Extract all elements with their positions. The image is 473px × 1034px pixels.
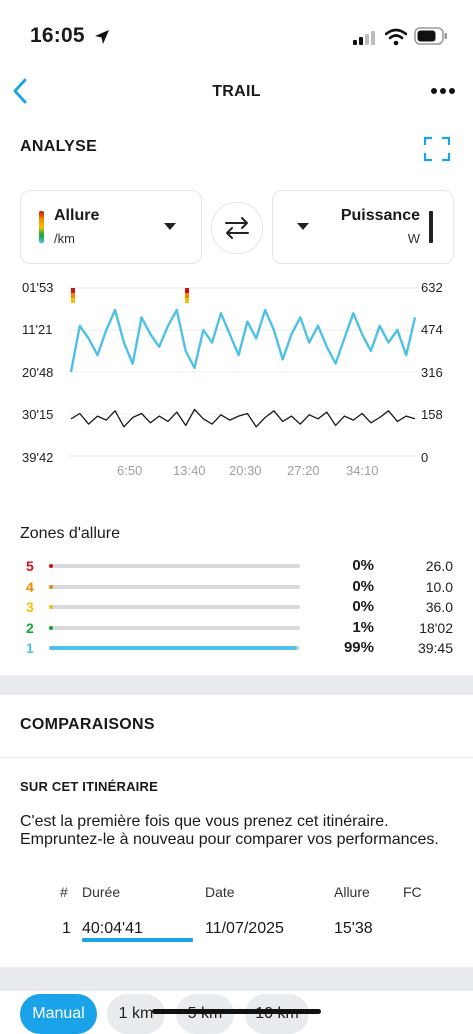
zone-marker [71,293,75,298]
wifi-icon [385,28,407,46]
route-subtitle: SUR CET ITINÉRAIRE [20,779,158,794]
page-title: TRAIL [212,83,261,100]
zone-value: 26.0 [425,558,453,574]
right-tick: 158 [421,407,443,422]
zone-bar-fill [49,605,53,609]
zones-title: Zones d'allure [20,525,120,542]
zone-bar-fill [49,584,53,589]
section-separator [0,675,473,695]
col-header-fc: FC [403,884,422,900]
row-date: 11/07/2025 [205,920,284,937]
row-duree[interactable]: 40:04'41 [82,920,143,937]
zone-percent: 0% [352,557,374,574]
zone-bar [49,605,300,609]
zone-percent: 99% [343,639,374,656]
dropdown-caret-icon [164,223,176,230]
zone-number: 1 [26,640,34,656]
left-tick: 11'21 [22,322,53,337]
zone-bar-fill [49,564,53,568]
power-line-swatch [429,211,433,243]
dropdown-caret-icon [297,223,309,230]
filter-chip-manual[interactable]: Manual [20,994,97,1034]
filter-chip-5km[interactable]: 5 km [176,994,234,1034]
zone-percent: 1% [352,618,374,636]
left-metric-unit: /km [54,231,75,246]
right-tick: 474 [421,322,443,337]
zone-bar [49,625,300,630]
right-metric-unit: W [407,231,420,246]
col-header-allure: Allure [334,884,370,900]
zone-bar [49,646,300,650]
row-num: 1 [62,920,71,937]
analysis-title: ANALYSE [20,138,98,155]
signal-icon [353,31,375,45]
x-tick: 27:20 [287,463,320,478]
divider [0,757,473,758]
swap-metrics-button[interactable] [211,202,263,254]
zone-number: 3 [26,599,34,615]
right-metric-label: Puissance [340,207,420,224]
left-tick: 30'15 [22,407,54,422]
more-options-icon[interactable] [430,86,456,96]
zone-value: 36.0 [425,599,453,615]
fullscreen-icon[interactable] [423,136,451,162]
row-allure: 15'38 [334,920,373,937]
pace-power-chart[interactable] [68,286,418,458]
zone-value: 10.0 [425,578,453,595]
swap-arrows-icon [225,217,249,239]
status-time: 16:05 [30,24,85,47]
col-header-num: # [60,884,68,900]
left-metric-label: Allure [54,207,100,224]
left-tick: 20'48 [22,365,54,380]
section-separator [0,967,473,991]
zone-number: 2 [26,619,34,636]
zone-marker [185,288,189,293]
right-tick: 632 [421,280,443,295]
filter-chip-10km[interactable]: 10 km [245,994,309,1034]
zone-number: 5 [26,558,34,574]
location-arrow-icon [95,30,109,44]
route-description: C'est la première fois que vous prenez c… [20,813,439,848]
right-tick: 316 [421,365,443,380]
zone-bar-fill [49,646,298,650]
pace-series-line [69,308,417,373]
comparisons-title: COMPARAISONS [20,716,155,733]
zone-bar [49,584,300,589]
left-tick: 39'42 [22,450,54,465]
x-tick: 34:10 [346,463,379,478]
zone-marker [71,288,75,293]
x-tick: 20:30 [229,463,262,478]
left-metric-selector[interactable]: Allure /km [20,190,202,264]
zone-bar [49,564,300,568]
right-tick: 0 [421,450,429,465]
zone-number: 4 [26,578,34,595]
zone-marker [185,298,189,303]
back-chevron-icon[interactable] [10,78,30,104]
zone-percent: 0% [352,577,374,595]
home-indicator[interactable] [152,1009,321,1014]
left-tick: 01'53 [22,280,54,295]
chart-grid [68,287,418,457]
zone-marker [71,298,75,303]
current-run-indicator [82,938,193,942]
zone-value: 18'02 [419,619,453,636]
right-metric-selector[interactable]: Puissance W [272,190,454,264]
zone-marker [185,293,189,298]
x-tick: 13:40 [173,463,206,478]
col-header-date: Date [205,884,235,900]
zone-value: 39:45 [417,640,453,656]
zone-bar-fill [49,625,53,630]
battery-icon [414,27,447,45]
power-series-line [70,408,416,428]
col-header-duree: Durée [82,884,121,900]
filter-chip-1km[interactable]: 1 km [107,994,165,1034]
zone-percent: 0% [352,598,374,615]
x-tick: 6:50 [117,463,143,478]
pace-zone-gradient-icon [39,211,44,243]
